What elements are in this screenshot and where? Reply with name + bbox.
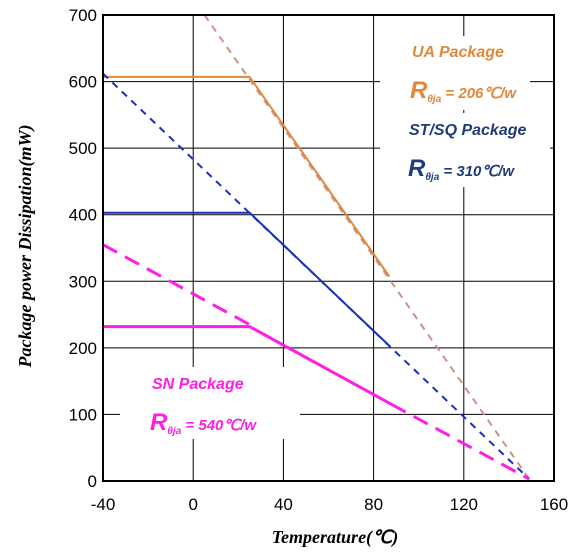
st-r-value: = 310℃/w [439,163,515,180]
tick-labels: 0 100 200 300 400 500 600 700 -40 0 40 80 120 160 [69,6,569,514]
sn-r-value: = 540℃/w [181,417,257,434]
ua-r-symbol: R [410,77,428,104]
ua-r-subscript: θja [427,94,441,105]
plot-frame [102,14,555,482]
y-tick-label: 200 [69,339,97,358]
x-tick-label: 0 [188,495,197,514]
y-tick-label: 700 [69,6,97,25]
y-tick-label: 600 [69,73,97,92]
st-package-label: ST/SQ Package [409,122,526,139]
y-tick-label: 400 [69,206,97,225]
sn-r-subscript: θja [167,426,181,437]
y-tick-label: 0 [88,472,97,491]
ua-dashed-line [203,14,531,480]
ua-resistance-label: Rθja = 206℃/w [410,77,517,105]
x-tick-label: 40 [274,495,293,514]
x-tick-label: 80 [364,495,383,514]
y-tick-label: 300 [69,272,97,291]
st-r-subscript: θja [425,172,439,183]
sn-r-symbol: R [150,409,168,436]
x-tick-label: -40 [91,495,116,514]
y-tick-label: 100 [69,405,97,424]
sn-solid-line [103,325,393,406]
x-axis-title: Temperature(℃) [272,527,399,548]
st-r-symbol: R [408,155,426,182]
sn-label-box [120,367,300,439]
x-tick-label: 160 [540,495,568,514]
sn-dashed-line [102,243,251,326]
ua-label-box [380,36,530,110]
st-solid-line [103,211,391,347]
y-axis-title: Package power Dissipation(mW) [15,125,36,369]
sn-package-label: SN Package [152,376,244,393]
y-tick-label: 500 [69,139,97,158]
st-label-box [380,113,550,187]
ua-solid-line [103,75,391,278]
st-resistance-label: Rθja = 310℃/w [408,155,515,183]
series [102,14,531,481]
x-tick-label: 120 [450,495,478,514]
ua-r-value: = 206℃/w [441,85,517,102]
ua-package-label: UA Package [412,44,504,61]
sn-resistance-label: Rθja = 540℃/w [150,409,257,437]
sn-dashed-line [390,403,530,481]
